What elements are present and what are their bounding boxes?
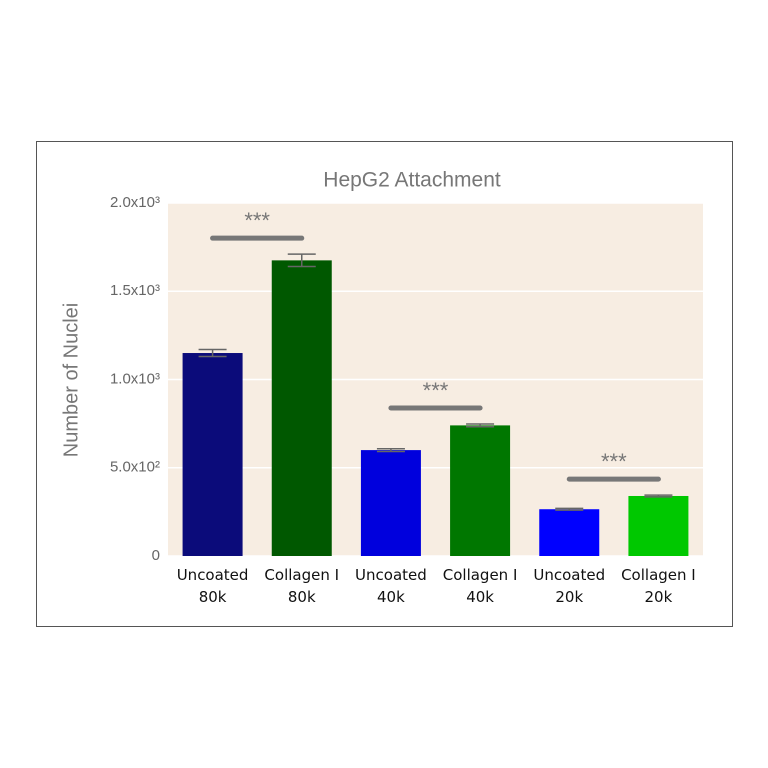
error-bar	[644, 494, 673, 498]
y-tick-label: 2.0x10³	[110, 194, 160, 211]
error-bar	[555, 507, 584, 511]
x-tick-label: Collagen I 80k	[264, 566, 340, 606]
bar	[182, 353, 243, 556]
x-tick-label: Uncoated 40k	[355, 566, 427, 606]
bar	[271, 260, 332, 556]
x-tick-label: Collagen I 20k	[621, 566, 696, 606]
bar	[360, 450, 421, 556]
error-bar	[466, 423, 495, 428]
error-bar	[287, 253, 316, 268]
y-tick-label: 5.0x10²	[110, 459, 160, 476]
y-tick-label: 1.0x10³	[110, 370, 160, 387]
x-tick-label: Uncoated 80k	[176, 566, 249, 606]
x-tick-label: Collagen I 40k	[442, 566, 518, 606]
significance-label: ***	[601, 449, 627, 474]
chart-title: HepG2 Attachment	[323, 169, 501, 192]
bar	[450, 425, 511, 556]
bar	[539, 509, 600, 556]
significance-label: ***	[244, 208, 270, 233]
bar	[628, 495, 689, 556]
error-bar	[198, 348, 227, 358]
significance-label: ***	[423, 378, 449, 403]
error-bar	[376, 447, 405, 453]
y-tick-label: 1.5x10³	[110, 282, 160, 299]
y-axis-label: Number of Nuclei	[60, 303, 82, 458]
x-tick-label: Uncoated 20k	[533, 566, 606, 606]
y-tick-label: 0	[152, 547, 160, 564]
